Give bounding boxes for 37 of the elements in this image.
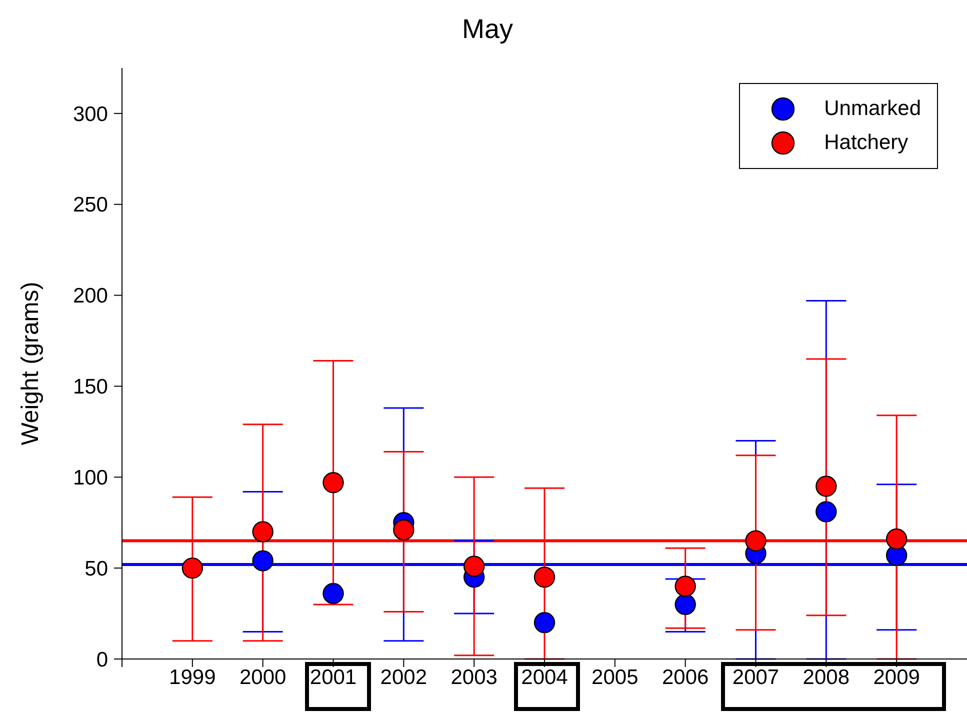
- y-tick-label: 100: [72, 466, 108, 490]
- point: [745, 530, 766, 552]
- point: [322, 582, 344, 604]
- x-tick-label: 2003: [450, 666, 498, 689]
- chart-title: May: [460, 14, 514, 45]
- x-tick-label: 2004: [521, 666, 568, 689]
- point: [322, 472, 344, 494]
- point: [534, 612, 556, 634]
- y-tick-label: 50: [84, 557, 108, 580]
- x-tick-label: 2008: [802, 666, 850, 689]
- x-tick-label: 2009: [873, 666, 920, 689]
- y-axis-title: Weight (grams): [17, 282, 44, 446]
- point: [252, 550, 274, 572]
- point: [534, 566, 556, 588]
- point: [674, 576, 696, 597]
- x-tick-label: 2002: [380, 666, 428, 689]
- point: [463, 556, 485, 577]
- legend-label: Unmarked: [824, 97, 921, 121]
- point: [674, 594, 696, 616]
- x-tick-label: 2005: [592, 666, 638, 689]
- point: [886, 528, 908, 550]
- point: [393, 519, 414, 540]
- point: [252, 521, 274, 542]
- x-tick-label: 2000: [239, 666, 286, 689]
- x-tick-label: 2001: [310, 666, 357, 689]
- x-tick-label: 2006: [662, 666, 709, 689]
- x-tick-label: 2007: [732, 666, 780, 689]
- point: [816, 476, 837, 497]
- point: [182, 557, 204, 579]
- point: [816, 501, 837, 522]
- y-tick-label: 300: [72, 102, 108, 126]
- y-tick-label: 250: [72, 194, 108, 217]
- y-tick-label: 150: [72, 376, 108, 399]
- y-tick-label: 200: [72, 284, 108, 308]
- x-tick-label: 1999: [169, 666, 216, 689]
- legend-label: Hatchery: [824, 131, 908, 155]
- y-tick-label: 0: [96, 648, 108, 672]
